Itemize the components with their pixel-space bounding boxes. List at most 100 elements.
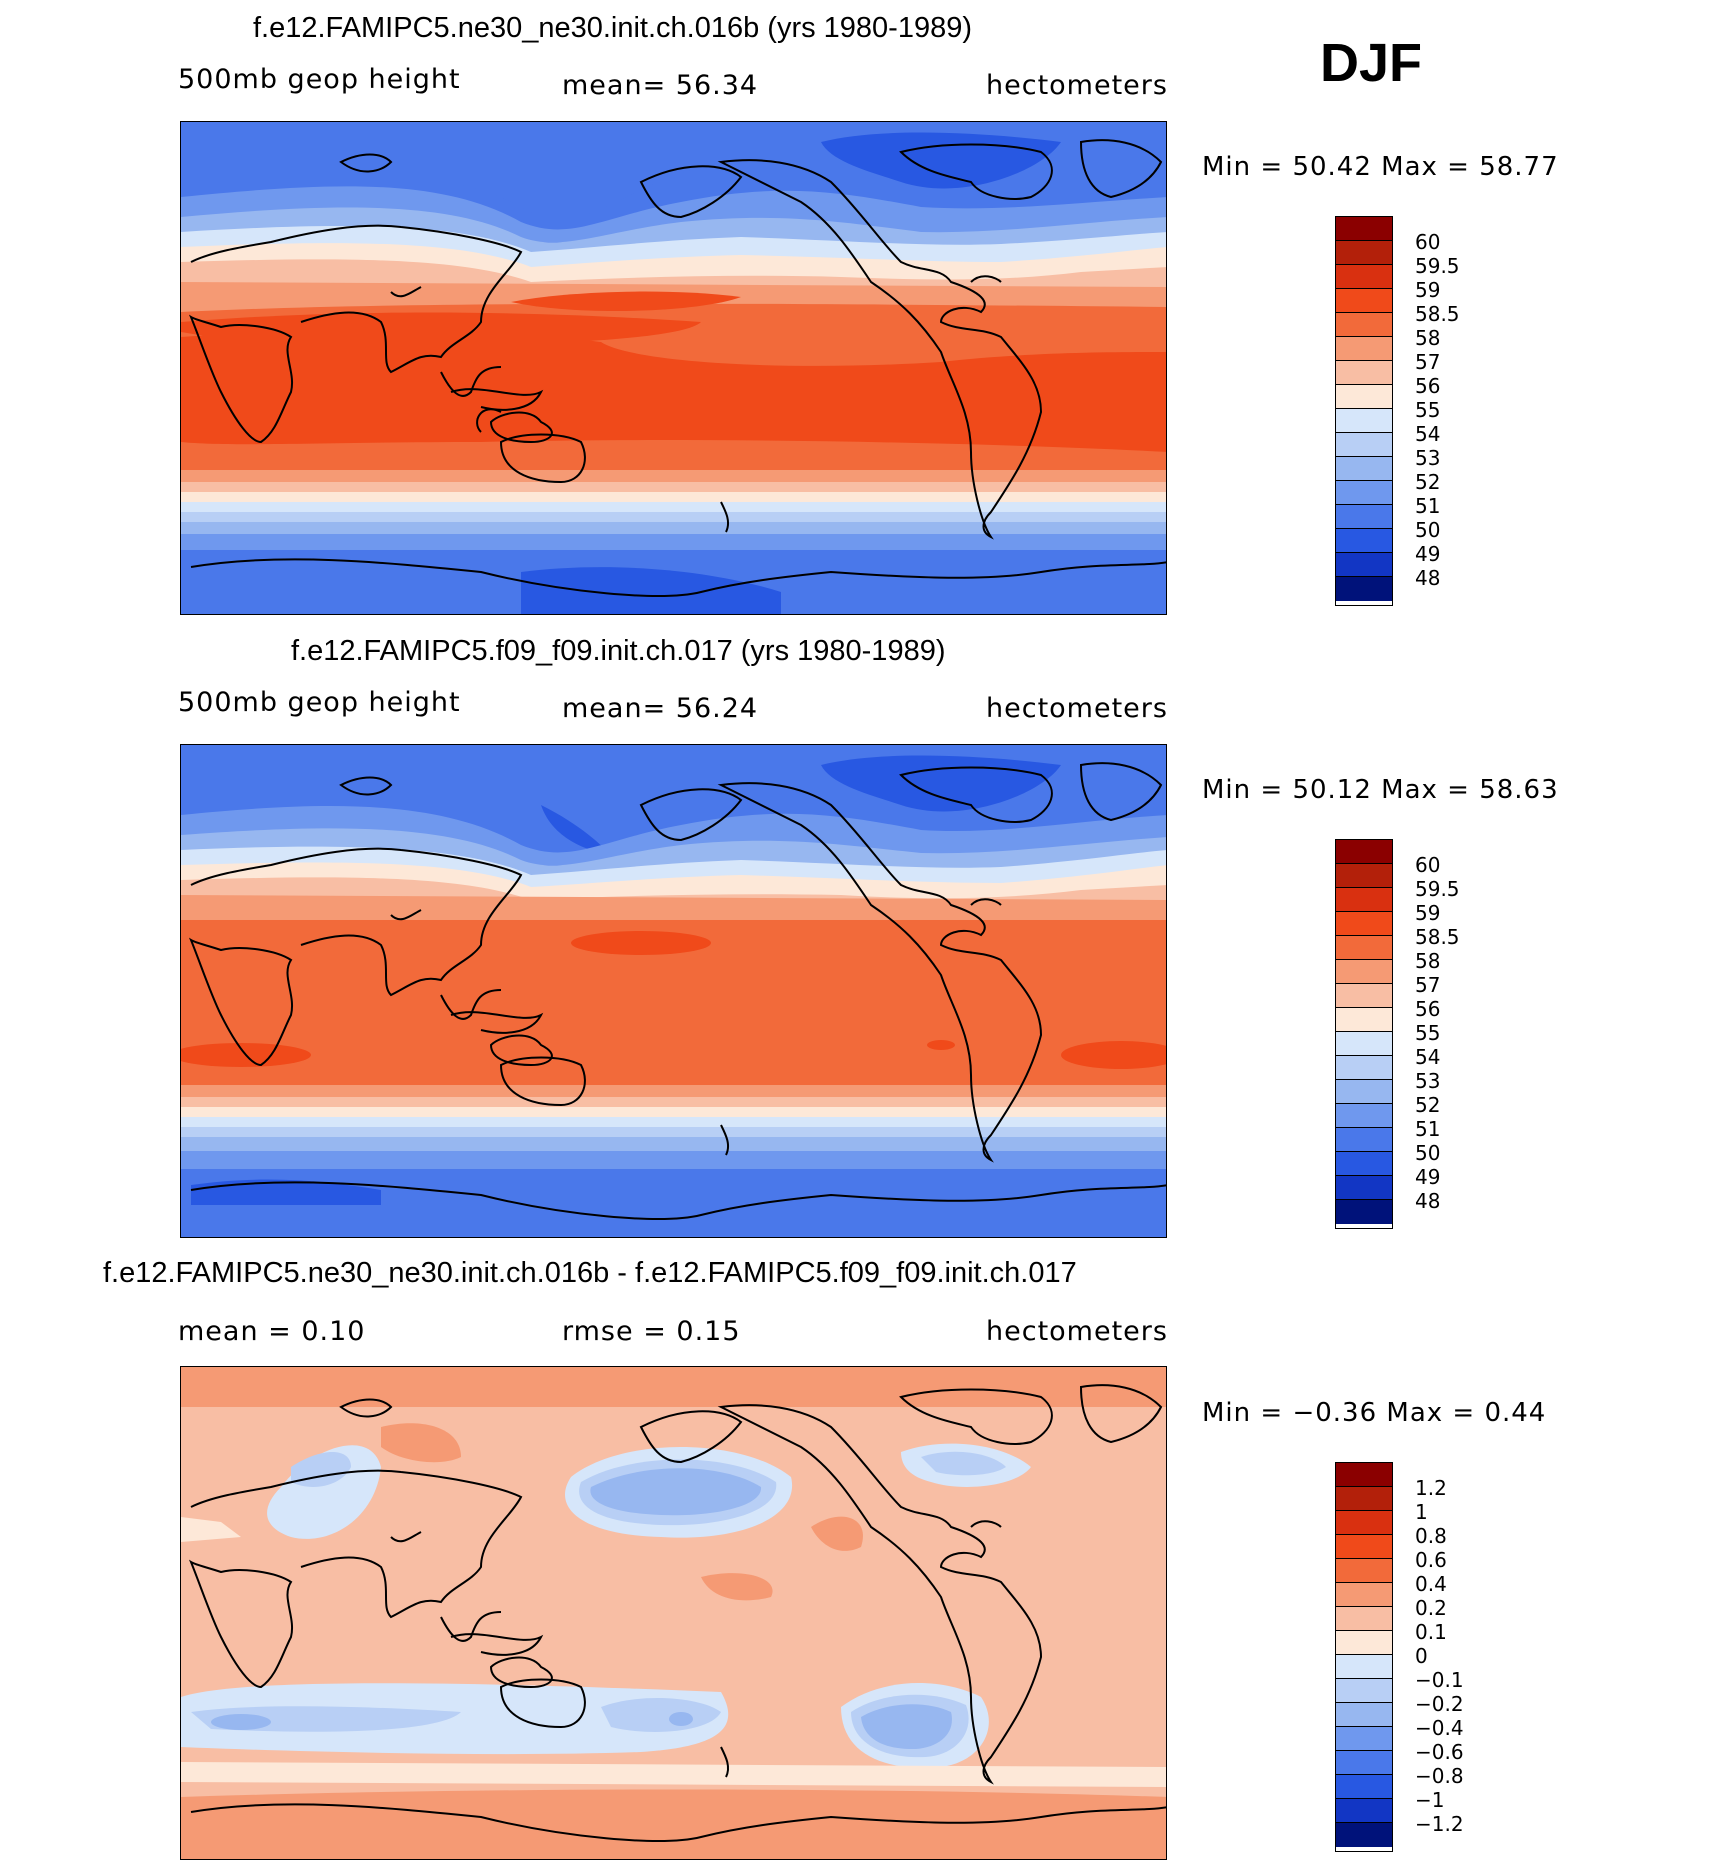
panel-2-colorbar-swatch bbox=[1336, 1056, 1392, 1080]
panel-3-colorbar-swatch bbox=[1336, 1751, 1392, 1775]
panel-1-colorbar-swatch bbox=[1336, 241, 1392, 265]
panel-3-colorbar-label: −0.1 bbox=[1415, 1668, 1464, 1692]
panel-1-colorbar-swatch bbox=[1336, 361, 1392, 385]
panel-3-colorbar-label: 0 bbox=[1415, 1644, 1428, 1668]
panel-1-colorbar-swatch bbox=[1336, 217, 1392, 241]
panel-1-colorbar-swatch bbox=[1336, 553, 1392, 577]
panel-3-colorbar-label: −0.6 bbox=[1415, 1740, 1464, 1764]
panel-2-colorbar-label: 49 bbox=[1415, 1165, 1441, 1189]
panel-2-colorbar-label: 54 bbox=[1415, 1045, 1441, 1069]
panel-3-colorbar-swatch bbox=[1336, 1679, 1392, 1703]
panel-2-colorbar-swatch bbox=[1336, 1128, 1392, 1152]
panel-3-colorbar-swatch bbox=[1336, 1775, 1392, 1799]
panel-1-colorbar-label: 51 bbox=[1415, 494, 1441, 518]
panel-1-colorbar-label: 52 bbox=[1415, 470, 1441, 494]
panel-2-map bbox=[180, 744, 1167, 1238]
panel-2-variable-label: 500mb geop height bbox=[178, 687, 461, 718]
panel-3-colorbar bbox=[1335, 1462, 1393, 1852]
panel-2-colorbar-swatch bbox=[1336, 864, 1392, 888]
panel-2-colorbar-label: 59 bbox=[1415, 901, 1441, 925]
panel-3-colorbar-swatch bbox=[1336, 1583, 1392, 1607]
panel-1-colorbar-swatch bbox=[1336, 481, 1392, 505]
panel-3-colorbar-swatch bbox=[1336, 1727, 1392, 1751]
panel-2-colorbar-label: 55 bbox=[1415, 1021, 1441, 1045]
panel-3-colorbar-label: −1.2 bbox=[1415, 1812, 1464, 1836]
panel-3-units-label: hectometers bbox=[986, 1316, 1168, 1347]
panel-3-colorbar-label: −0.4 bbox=[1415, 1716, 1464, 1740]
panel-3-colorbar-label: 0.2 bbox=[1415, 1596, 1447, 1620]
panel-3-rmse-label: rmse = 0.15 bbox=[562, 1316, 741, 1347]
panel-3-colorbar-label: 1.2 bbox=[1415, 1476, 1447, 1500]
panel-3-colorbar-swatch bbox=[1336, 1511, 1392, 1535]
panel-1-colorbar-swatch bbox=[1336, 289, 1392, 313]
panel-3-colorbar-swatch bbox=[1336, 1535, 1392, 1559]
panel-3-colorbar-swatch bbox=[1336, 1631, 1392, 1655]
panel-3-mean-label: mean = 0.10 bbox=[178, 1316, 366, 1347]
panel-2-colorbar-label: 50 bbox=[1415, 1141, 1441, 1165]
panel-1-colorbar-swatch bbox=[1336, 433, 1392, 457]
panel-2-colorbar-label: 52 bbox=[1415, 1093, 1441, 1117]
panel-2-colorbar-label: 53 bbox=[1415, 1069, 1441, 1093]
panel-2-colorbar-label: 59.5 bbox=[1415, 877, 1460, 901]
panel-3-colorbar-swatch bbox=[1336, 1799, 1392, 1823]
panel-2-colorbar-swatch bbox=[1336, 1152, 1392, 1176]
panel-2-title: f.e12.FAMIPC5.f09_f09.init.ch.017 (yrs 1… bbox=[291, 635, 946, 667]
panel-3-colorbar-swatch bbox=[1336, 1463, 1392, 1487]
panel-2-colorbar-label: 58.5 bbox=[1415, 925, 1460, 949]
panel-1-colorbar-swatch bbox=[1336, 409, 1392, 433]
panel-2-colorbar-swatch bbox=[1336, 1032, 1392, 1056]
panel-1-colorbar-swatch bbox=[1336, 529, 1392, 553]
panel-2-mean-label: mean= 56.24 bbox=[562, 693, 759, 724]
panel-3-colorbar-label: 1 bbox=[1415, 1500, 1428, 1524]
panel-3-colorbar-label: −1 bbox=[1415, 1788, 1445, 1812]
panel-3-colorbar-swatch bbox=[1336, 1823, 1392, 1847]
panel-2-colorbar-swatch bbox=[1336, 984, 1392, 1008]
panel-1-colorbar-swatch bbox=[1336, 457, 1392, 481]
panel-2-colorbar-swatch bbox=[1336, 888, 1392, 912]
panel-2-colorbar-label: 60 bbox=[1415, 853, 1441, 877]
panel-3-colorbar-label: −0.2 bbox=[1415, 1692, 1464, 1716]
panel-3-title: f.e12.FAMIPC5.ne30_ne30.init.ch.016b - f… bbox=[103, 1257, 1077, 1289]
panel-3-colorbar-swatch bbox=[1336, 1655, 1392, 1679]
panel-1-map bbox=[180, 121, 1167, 615]
panel-1-minmax: Min = 50.42 Max = 58.77 bbox=[1202, 152, 1559, 182]
panel-1-colorbar-label: 60 bbox=[1415, 230, 1441, 254]
panel-1-colorbar-label: 49 bbox=[1415, 542, 1441, 566]
panel-3-map bbox=[180, 1366, 1167, 1860]
panel-1-variable-label: 500mb geop height bbox=[178, 64, 461, 95]
panel-3-colorbar-swatch bbox=[1336, 1703, 1392, 1727]
panel-3-colorbar-swatch bbox=[1336, 1487, 1392, 1511]
panel-1-colorbar-swatch bbox=[1336, 337, 1392, 361]
panel-1-colorbar bbox=[1335, 216, 1393, 606]
panel-2-colorbar-swatch bbox=[1336, 936, 1392, 960]
panel-1-colorbar-swatch bbox=[1336, 265, 1392, 289]
panel-3-minmax: Min = −0.36 Max = 0.44 bbox=[1202, 1398, 1547, 1428]
panel-3-colorbar-label: 0.4 bbox=[1415, 1572, 1447, 1596]
panel-3-colorbar-label: 0.6 bbox=[1415, 1548, 1447, 1572]
panel-1-colorbar-label: 59 bbox=[1415, 278, 1441, 302]
panel-1-title: f.e12.FAMIPC5.ne30_ne30.init.ch.016b (yr… bbox=[253, 12, 973, 44]
panel-1-units-label: hectometers bbox=[986, 70, 1168, 101]
panel-2-colorbar-swatch bbox=[1336, 1104, 1392, 1128]
panel-3-colorbar-label: 0.8 bbox=[1415, 1524, 1447, 1548]
panel-1-colorbar-label: 50 bbox=[1415, 518, 1441, 542]
panel-1-colorbar-label: 56 bbox=[1415, 374, 1441, 398]
panel-2-colorbar-label: 58 bbox=[1415, 949, 1441, 973]
panel-3-colorbar-label: −0.8 bbox=[1415, 1764, 1464, 1788]
panel-1-colorbar-label: 54 bbox=[1415, 422, 1441, 446]
panel-1-colorbar-swatch bbox=[1336, 505, 1392, 529]
panel-1-colorbar-label: 58.5 bbox=[1415, 302, 1460, 326]
panel-2-colorbar-swatch bbox=[1336, 1008, 1392, 1032]
panel-2-colorbar-swatch bbox=[1336, 912, 1392, 936]
panel-2-colorbar-label: 56 bbox=[1415, 997, 1441, 1021]
panel-1-colorbar-label: 58 bbox=[1415, 326, 1441, 350]
panel-2-colorbar bbox=[1335, 839, 1393, 1229]
panel-1-colorbar-swatch bbox=[1336, 577, 1392, 601]
panel-1-colorbar-label: 57 bbox=[1415, 350, 1441, 374]
panel-1-colorbar-label: 59.5 bbox=[1415, 254, 1460, 278]
panel-1-colorbar-label: 48 bbox=[1415, 566, 1441, 590]
panel-2-colorbar-label: 48 bbox=[1415, 1189, 1441, 1213]
panel-1-colorbar-swatch bbox=[1336, 385, 1392, 409]
panel-3-colorbar-swatch bbox=[1336, 1559, 1392, 1583]
panel-1-colorbar-label: 55 bbox=[1415, 398, 1441, 422]
